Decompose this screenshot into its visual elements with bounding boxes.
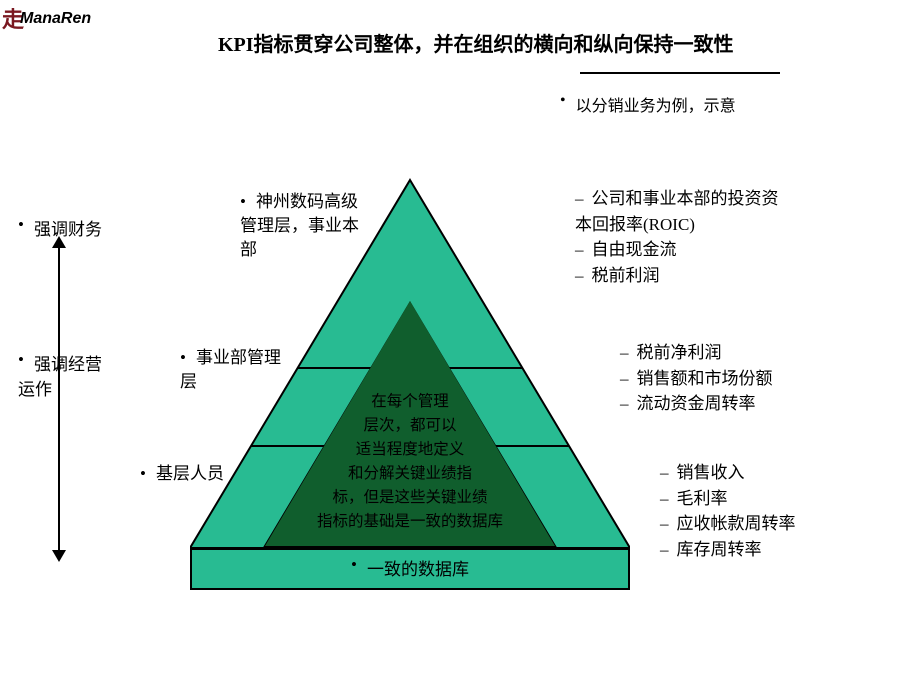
tier-label-3: •基层人员 [140,462,230,486]
inner-triangle-text: 在每个管理 层次，都可以 适当程度地定义 和分解关键业绩指 标，但是这些关键业绩… [265,390,555,534]
tier-label-2: •事业部管理层 [180,346,290,394]
right-group-3: –销售收入 –毛利率 –应收帐款周转率 –库存周转率 [660,460,890,562]
tier-label-1: •神州数码高级管理层，事业本部 [240,190,370,261]
logo-text: ManaRen [20,10,91,28]
subtitle: •以分销业务为例，示意 [560,92,736,116]
subtitle-rule [580,72,780,74]
logo-accent: 走 [2,2,20,32]
base-label: •一致的数据库 [190,555,630,580]
axis-label-bottom: •强调经营运作 [18,350,113,400]
right-group-2: –税前净利润 –销售额和市场份额 –流动资金周转率 [620,340,850,417]
arrow-down-icon [52,550,66,562]
right-group-1: –公司和事业本部的投资资本回报率(ROIC) –自由现金流 –税前利润 [575,186,795,288]
page-title: KPI指标贯穿公司整体，并在组织的横向和纵向保持一致性 [218,28,734,57]
subtitle-text: 以分销业务为例，示意 [576,98,736,115]
